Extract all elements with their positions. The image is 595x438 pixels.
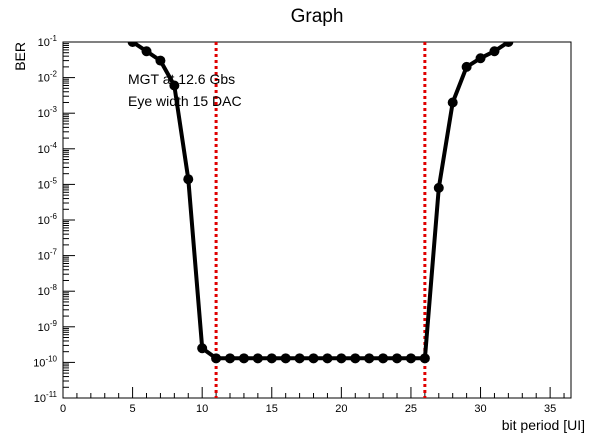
axes: 0 5 10 15 20 25 30 35 10-11 10-10 10-9 10-8 10-7 10-6…: [33, 34, 565, 415]
data-point: [336, 353, 347, 364]
annotation-text: Eye width 15 DAC: [128, 93, 242, 109]
y-tick-label: 10-8: [38, 283, 58, 298]
y-tick-label: 10-7: [38, 248, 58, 263]
data-point: [489, 46, 500, 57]
data-point: [447, 97, 458, 108]
y-axis-label: BER: [12, 42, 28, 71]
x-tick-label: 0: [60, 403, 66, 415]
data-point: [252, 353, 263, 364]
y-tick-label: 10-1: [38, 34, 58, 49]
x-tick-label: 15: [266, 403, 278, 415]
x-tick-label: 5: [130, 403, 136, 415]
series-group: [127, 42, 514, 364]
y-tick-label: 10-10: [33, 354, 57, 369]
data-point: [308, 353, 319, 364]
data-point: [433, 182, 444, 193]
series-layer: [127, 42, 514, 364]
vertical-lines: [214, 42, 427, 398]
data-point: [475, 53, 486, 64]
chart-title: Graph: [291, 6, 344, 27]
data-point: [294, 353, 305, 364]
data-point: [238, 353, 249, 364]
annotation-text: MGT at 12.6 Gbs: [128, 71, 235, 87]
series-line: [131, 42, 510, 361]
data-point: [211, 353, 222, 364]
x-tick-label: 25: [405, 403, 417, 415]
data-point: [378, 353, 389, 364]
data-point: [419, 353, 430, 364]
data-point: [266, 353, 277, 364]
y-tick-label: 10-9: [38, 319, 58, 334]
data-point: [392, 353, 403, 364]
data-point: [461, 61, 472, 72]
data-point: [183, 174, 194, 185]
data-point: [364, 353, 375, 364]
data-point: [350, 353, 361, 364]
data-point: [197, 343, 208, 354]
data-point: [127, 42, 138, 47]
y-tick-label: 10-11: [34, 390, 58, 405]
x-tick-label: 10: [196, 403, 208, 415]
data-point: [141, 46, 152, 57]
data-point: [322, 353, 333, 364]
data-point: [405, 353, 416, 364]
data-point: [503, 42, 514, 47]
annotations: MGT at 12.6 Gbs Eye width 15 DAC: [128, 71, 242, 109]
x-tick-label: 20: [335, 403, 347, 415]
data-point: [169, 80, 180, 91]
y-tick-label: 10-5: [38, 176, 58, 191]
x-tick-label: 35: [544, 403, 556, 415]
y-tick-label: 10-2: [38, 70, 58, 85]
y-tick-label: 10-6: [38, 212, 58, 227]
y-tick-label: 10-4: [38, 141, 58, 156]
data-point: [225, 353, 236, 364]
y-tick-label: 10-3: [38, 105, 58, 120]
data-point: [280, 353, 291, 364]
x-tick-label: 30: [474, 403, 486, 415]
x-axis-label: bit period [UI]: [502, 417, 585, 433]
data-point: [155, 55, 166, 66]
